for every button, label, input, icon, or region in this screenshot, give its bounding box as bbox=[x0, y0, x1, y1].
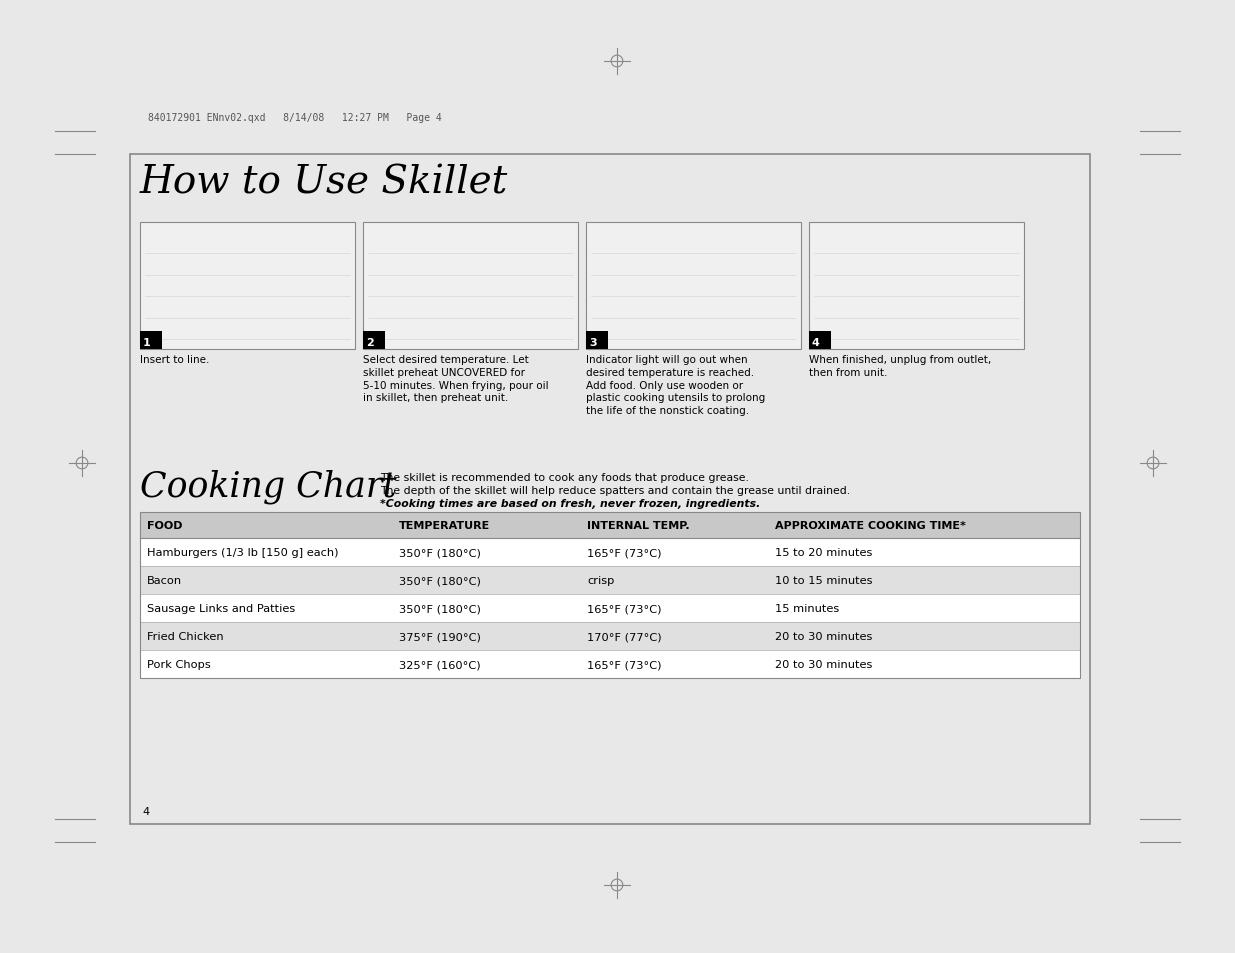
Text: The skillet is recommended to cook any foods that produce grease.: The skillet is recommended to cook any f… bbox=[380, 473, 748, 482]
Text: 4: 4 bbox=[811, 337, 820, 348]
Bar bbox=[140, 538, 1079, 566]
Text: 325°F (160°C): 325°F (160°C) bbox=[399, 659, 480, 669]
Bar bbox=[585, 332, 608, 350]
Text: Bacon: Bacon bbox=[147, 576, 182, 585]
Text: *Cooking times are based on fresh, never frozen, ingredients.: *Cooking times are based on fresh, never… bbox=[380, 498, 761, 509]
Text: TEMPERATURE: TEMPERATURE bbox=[399, 520, 490, 531]
Text: Insert to line.: Insert to line. bbox=[140, 355, 210, 365]
Bar bbox=[140, 223, 354, 350]
Bar bbox=[363, 223, 578, 350]
Bar bbox=[140, 595, 1079, 622]
Text: 350°F (180°C): 350°F (180°C) bbox=[399, 603, 480, 614]
Text: 165°F (73°C): 165°F (73°C) bbox=[587, 659, 662, 669]
Bar bbox=[130, 154, 1091, 824]
Text: 15 minutes: 15 minutes bbox=[774, 603, 839, 614]
Bar bbox=[140, 332, 162, 350]
Bar bbox=[140, 566, 1079, 595]
Text: 350°F (180°C): 350°F (180°C) bbox=[399, 547, 480, 558]
Text: Fried Chicken: Fried Chicken bbox=[147, 631, 224, 641]
Bar bbox=[140, 622, 1079, 650]
Text: 840172901 ENnv02.qxd   8/14/08   12:27 PM   Page 4: 840172901 ENnv02.qxd 8/14/08 12:27 PM Pa… bbox=[148, 112, 442, 123]
Bar bbox=[363, 332, 385, 350]
Bar bbox=[809, 223, 1024, 350]
Text: 375°F (190°C): 375°F (190°C) bbox=[399, 631, 480, 641]
Bar bbox=[585, 223, 802, 350]
Text: 2: 2 bbox=[366, 337, 374, 348]
Text: 10 to 15 minutes: 10 to 15 minutes bbox=[774, 576, 872, 585]
Text: 350°F (180°C): 350°F (180°C) bbox=[399, 576, 480, 585]
Bar bbox=[140, 650, 1079, 679]
Text: INTERNAL TEMP.: INTERNAL TEMP. bbox=[587, 520, 689, 531]
Text: 165°F (73°C): 165°F (73°C) bbox=[587, 547, 662, 558]
Text: 165°F (73°C): 165°F (73°C) bbox=[587, 603, 662, 614]
Text: 15 to 20 minutes: 15 to 20 minutes bbox=[774, 547, 872, 558]
Text: 20 to 30 minutes: 20 to 30 minutes bbox=[774, 631, 872, 641]
Text: 170°F (77°C): 170°F (77°C) bbox=[587, 631, 662, 641]
Text: 3: 3 bbox=[589, 337, 597, 348]
Text: Cooking Chart: Cooking Chart bbox=[140, 470, 396, 504]
Text: The depth of the skillet will help reduce spatters and contain the grease until : The depth of the skillet will help reduc… bbox=[380, 485, 850, 496]
Bar bbox=[140, 513, 1079, 679]
Text: Pork Chops: Pork Chops bbox=[147, 659, 211, 669]
Text: Indicator light will go out when
desired temperature is reached.
Add food. Only : Indicator light will go out when desired… bbox=[585, 355, 766, 416]
Text: Select desired temperature. Let
skillet preheat UNCOVERED for
5-10 minutes. When: Select desired temperature. Let skillet … bbox=[363, 355, 548, 403]
Text: Sausage Links and Patties: Sausage Links and Patties bbox=[147, 603, 295, 614]
Text: 1: 1 bbox=[143, 337, 151, 348]
Text: Hamburgers (1/3 lb [150 g] each): Hamburgers (1/3 lb [150 g] each) bbox=[147, 547, 338, 558]
Text: APPROXIMATE COOKING TIME*: APPROXIMATE COOKING TIME* bbox=[774, 520, 966, 531]
Text: When finished, unplug from outlet,
then from unit.: When finished, unplug from outlet, then … bbox=[809, 355, 992, 377]
Text: How to Use Skillet: How to Use Skillet bbox=[140, 165, 509, 202]
Text: 20 to 30 minutes: 20 to 30 minutes bbox=[774, 659, 872, 669]
Text: FOOD: FOOD bbox=[147, 520, 183, 531]
Bar bbox=[809, 332, 831, 350]
Bar bbox=[140, 513, 1079, 538]
Text: 4: 4 bbox=[142, 806, 149, 816]
Text: crisp: crisp bbox=[587, 576, 614, 585]
